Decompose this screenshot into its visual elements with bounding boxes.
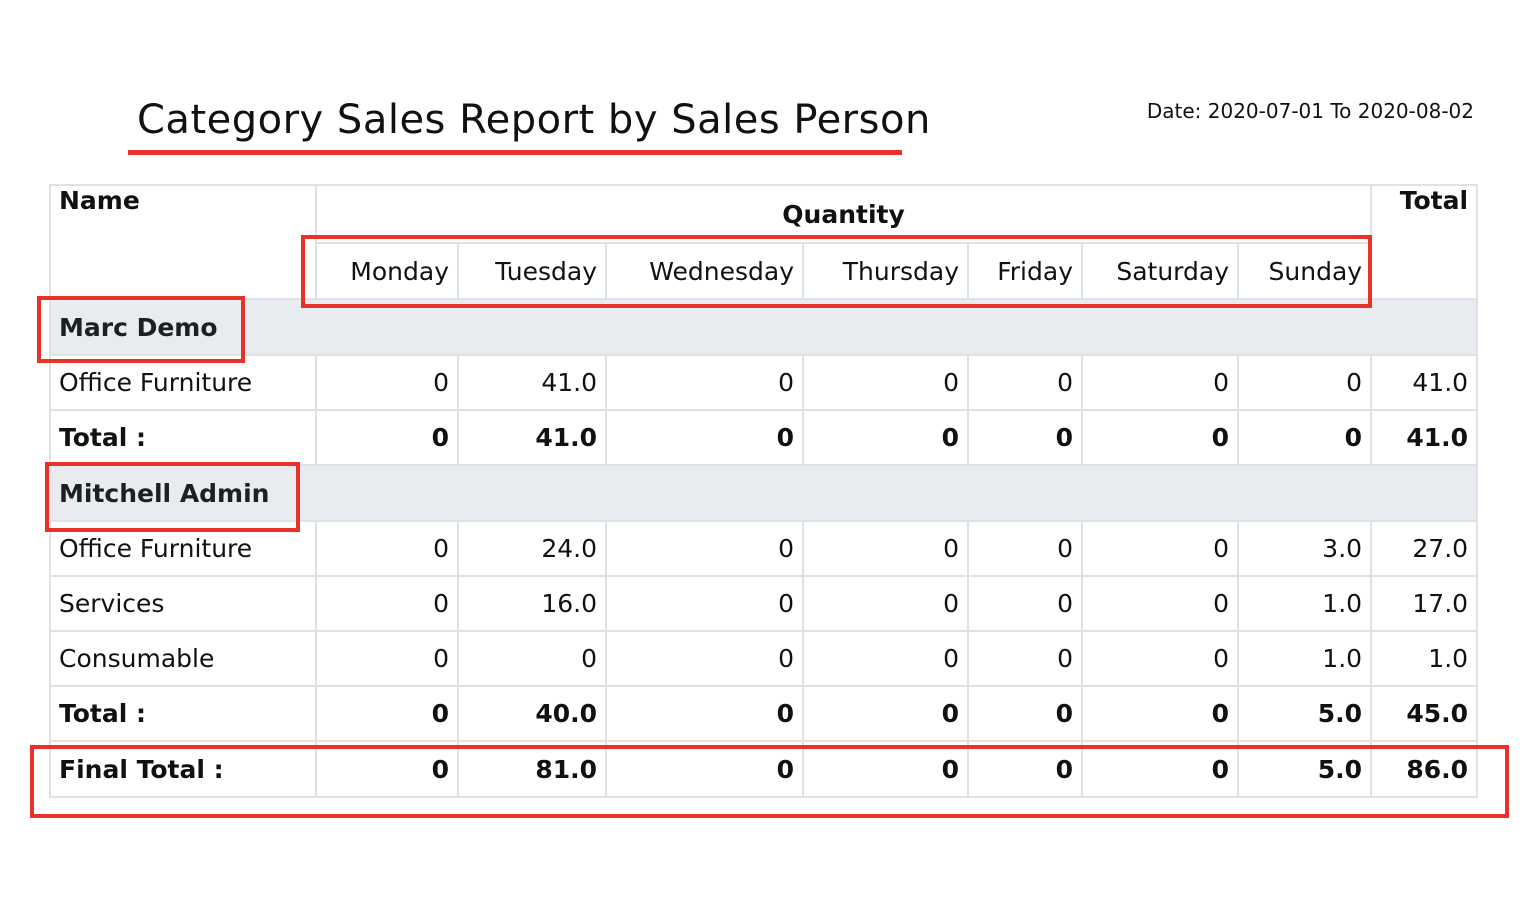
category-cell: Office Furniture xyxy=(49,354,317,411)
value-cell: 0 xyxy=(1236,354,1373,411)
value-cell: 3.0 xyxy=(1236,520,1373,577)
report-title: Category Sales Report by Sales Person xyxy=(137,97,931,143)
subtotal-row: Total : 0 41.0 0 0 0 0 0 41.0 xyxy=(49,409,1479,466)
subtotal-cell: 0 xyxy=(802,409,969,466)
final-total-cell: 0 xyxy=(605,740,804,798)
value-cell: 16.0 xyxy=(457,575,607,632)
name-header: Name xyxy=(49,184,317,300)
category-cell: Services xyxy=(49,575,317,632)
header-row-top: Name Quantity Total xyxy=(49,184,1479,300)
final-total-row: Final Total : 0 81.0 0 0 0 0 5.0 86.0 xyxy=(49,740,1479,798)
report-date-range: Date: 2020-07-01 To 2020-08-02 xyxy=(1146,99,1474,123)
subtotal-cell: 0 xyxy=(1081,685,1239,742)
table-row: Services 0 16.0 0 0 0 0 1.0 17.0 xyxy=(49,575,1479,632)
day-header-tuesday: Tuesday xyxy=(457,242,607,300)
value-cell: 0 xyxy=(1081,520,1239,577)
final-total-cell: 0 xyxy=(967,740,1083,798)
subtotal-total-cell: 45.0 xyxy=(1370,685,1479,742)
table-row: Office Furniture 0 41.0 0 0 0 0 0 41.0 xyxy=(49,354,1479,411)
group-row-mitchell-admin: Mitchell Admin xyxy=(48,464,1479,522)
subtotal-cell: 0 xyxy=(967,409,1083,466)
subtotal-label: Total : xyxy=(49,409,317,466)
value-cell: 0 xyxy=(802,630,969,687)
value-cell: 0 xyxy=(802,354,969,411)
subtotal-cell: 5.0 xyxy=(1236,685,1373,742)
value-cell: 0 xyxy=(967,520,1083,577)
subtotal-total-cell: 41.0 xyxy=(1370,409,1479,466)
value-cell: 1.0 xyxy=(1236,575,1373,632)
subtotal-cell: 0 xyxy=(1081,409,1239,466)
category-cell: Office Furniture xyxy=(49,520,317,577)
value-cell: 0 xyxy=(605,520,804,577)
final-total-cell: 0 xyxy=(802,740,969,798)
header-row-days: Monday Tuesday Wednesday Thursday Friday… xyxy=(50,242,1477,300)
value-cell: 41.0 xyxy=(457,354,607,411)
value-cell: 0 xyxy=(315,520,459,577)
value-cell: 0 xyxy=(605,354,804,411)
day-header-monday: Monday xyxy=(315,242,459,300)
total-header: Total xyxy=(1370,184,1479,300)
value-cell: 0 xyxy=(605,575,804,632)
group-name: Marc Demo xyxy=(48,298,1479,356)
row-total-cell: 27.0 xyxy=(1370,520,1479,577)
value-cell: 0 xyxy=(315,575,459,632)
final-total-label: Final Total : xyxy=(49,740,317,798)
final-total-cell: 0 xyxy=(315,740,459,798)
value-cell: 0 xyxy=(967,630,1083,687)
subtotal-cell: 0 xyxy=(967,685,1083,742)
sales-report-table: Name Quantity Total Monday Tuesday Wedne… xyxy=(48,184,1479,798)
value-cell: 1.0 xyxy=(1236,630,1373,687)
value-cell: 0 xyxy=(1081,354,1239,411)
value-cell: 0 xyxy=(967,354,1083,411)
subtotal-cell: 0 xyxy=(802,685,969,742)
final-grand-total-cell: 86.0 xyxy=(1370,740,1479,798)
day-header-friday: Friday xyxy=(967,242,1083,300)
day-header-sunday: Sunday xyxy=(1236,242,1373,300)
final-total-cell: 81.0 xyxy=(457,740,607,798)
quantity-header: Quantity xyxy=(314,184,1373,244)
subtotal-row: Total : 0 40.0 0 0 0 0 5.0 45.0 xyxy=(49,685,1479,742)
value-cell: 0 xyxy=(457,630,607,687)
subtotal-cell: 0 xyxy=(315,685,459,742)
value-cell: 0 xyxy=(1081,575,1239,632)
subtotal-cell: 0 xyxy=(315,409,459,466)
row-total-cell: 17.0 xyxy=(1370,575,1479,632)
title-underline-annotation xyxy=(128,150,902,155)
day-header-wednesday: Wednesday xyxy=(605,242,804,300)
table-row: Office Furniture 0 24.0 0 0 0 0 3.0 27.0 xyxy=(49,520,1479,577)
subtotal-label: Total : xyxy=(49,685,317,742)
category-cell: Consumable xyxy=(49,630,317,687)
value-cell: 0 xyxy=(315,354,459,411)
subtotal-cell: 0 xyxy=(605,685,804,742)
value-cell: 0 xyxy=(802,520,969,577)
value-cell: 0 xyxy=(1081,630,1239,687)
day-header-saturday: Saturday xyxy=(1081,242,1239,300)
table-row: Consumable 0 0 0 0 0 0 1.0 1.0 xyxy=(49,630,1479,687)
value-cell: 24.0 xyxy=(457,520,607,577)
final-total-cell: 0 xyxy=(1081,740,1239,798)
subtotal-cell: 40.0 xyxy=(457,685,607,742)
row-total-cell: 1.0 xyxy=(1370,630,1479,687)
subtotal-cell: 0 xyxy=(1236,409,1373,466)
value-cell: 0 xyxy=(967,575,1083,632)
group-name: Mitchell Admin xyxy=(48,464,1479,522)
group-row-marc-demo: Marc Demo xyxy=(48,298,1479,356)
subtotal-cell: 41.0 xyxy=(457,409,607,466)
value-cell: 0 xyxy=(605,630,804,687)
day-header-thursday: Thursday xyxy=(802,242,969,300)
row-total-cell: 41.0 xyxy=(1370,354,1479,411)
value-cell: 0 xyxy=(802,575,969,632)
value-cell: 0 xyxy=(315,630,459,687)
final-total-cell: 5.0 xyxy=(1236,740,1373,798)
subtotal-cell: 0 xyxy=(605,409,804,466)
